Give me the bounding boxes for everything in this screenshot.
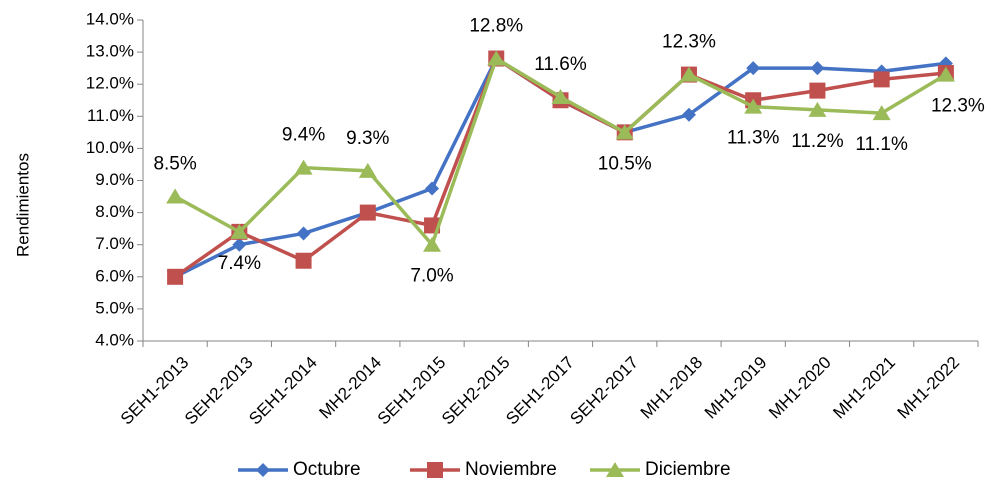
data-label: 9.3% (346, 128, 389, 149)
marker (809, 82, 826, 99)
y-tick-label: 8.0% (95, 202, 134, 221)
x-tick-label: MH1-2018 (637, 353, 707, 423)
legend-label: Noviembre (465, 459, 557, 480)
x-tick-label: MH1-2021 (829, 353, 899, 423)
data-label: 9.4% (282, 125, 325, 146)
legend-marker (427, 462, 443, 478)
marker (425, 181, 440, 196)
y-tick-label: 6.0% (95, 266, 134, 285)
data-label: 7.4% (218, 253, 261, 274)
legend-label: Octubre (293, 459, 361, 480)
marker (810, 61, 825, 76)
legend-marker (606, 462, 624, 477)
y-tick-label: 12.0% (86, 74, 134, 93)
x-tick-label: SEH2-2017 (566, 353, 642, 429)
y-axis-label: Rendimientos (13, 153, 32, 257)
marker (936, 66, 955, 82)
data-label: 12.3% (662, 32, 716, 53)
marker (808, 101, 827, 117)
y-tick-label: 13.0% (86, 42, 134, 61)
marker (744, 98, 763, 114)
x-tick-label: MH1-2022 (894, 353, 964, 423)
marker (166, 188, 185, 204)
x-tick-label: MH2-2014 (316, 353, 386, 423)
x-tick-label: SEH1-2014 (245, 353, 321, 429)
data-label: 8.5% (153, 154, 196, 175)
data-label: 11.6% (534, 54, 587, 75)
x-tick-label: MH1-2020 (765, 353, 835, 423)
data-label: 12.8% (469, 16, 523, 37)
data-label: 11.3% (727, 128, 780, 149)
y-tick-label: 9.0% (95, 170, 134, 189)
x-tick-label: MH1-2019 (701, 353, 771, 423)
marker (487, 50, 506, 66)
x-tick-label: SEH2-2013 (181, 353, 257, 429)
marker (296, 226, 311, 241)
x-tick-label: SEH1-2017 (502, 353, 578, 429)
y-tick-label: 4.0% (95, 330, 134, 349)
marker (872, 105, 891, 121)
marker (551, 89, 570, 105)
marker (679, 66, 698, 82)
marker (358, 162, 377, 178)
marker (295, 252, 312, 269)
y-tick-label: 5.0% (95, 298, 134, 317)
y-tick-label: 7.0% (95, 234, 134, 253)
data-label: 11.2% (791, 131, 844, 152)
marker (681, 107, 696, 122)
marker (746, 61, 761, 76)
data-label: 12.3% (931, 96, 985, 117)
x-tick-label: SEH1-2013 (117, 353, 193, 429)
legend-label: Diciembre (645, 459, 731, 480)
x-tick-label: SEH2-2015 (438, 353, 514, 429)
marker (873, 71, 890, 88)
y-tick-label: 11.0% (87, 106, 134, 125)
y-tick-label: 10.0% (86, 138, 134, 157)
marker (294, 159, 313, 175)
legend-marker (256, 463, 270, 477)
data-label: 11.1% (855, 134, 908, 155)
marker (167, 268, 184, 285)
marker (232, 237, 247, 252)
marker (359, 204, 376, 221)
marker (615, 124, 634, 140)
data-label: 7.0% (410, 266, 453, 287)
y-tick-label: 14.0% (86, 9, 134, 28)
data-label: 10.5% (598, 153, 652, 174)
x-tick-label: SEH1-2015 (374, 353, 450, 429)
marker (423, 236, 442, 252)
marker (230, 223, 249, 239)
